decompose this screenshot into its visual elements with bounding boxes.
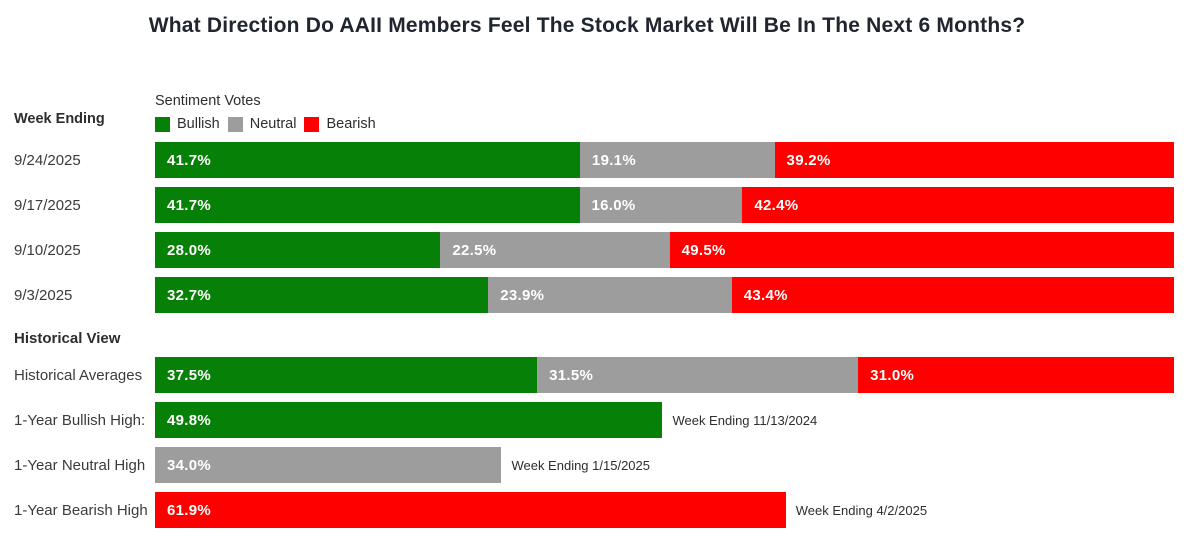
stacked-bar: 41.7% 19.1% 39.2%: [155, 142, 1174, 178]
bar-segment-bullish: 49.8%: [155, 402, 663, 438]
bar-value-label: 42.4%: [754, 196, 799, 214]
bar-segment-neutral: 23.9%: [488, 277, 732, 313]
legend: Sentiment Votes Bullish Neutral Bearish: [155, 93, 1174, 132]
row-label: 9/10/2025: [14, 241, 81, 259]
bar-value-label: 31.0%: [870, 366, 915, 384]
bar-segment-bearish: 39.2%: [774, 142, 1174, 178]
legend-item-label: Neutral: [249, 116, 297, 132]
stacked-bar: 49.8% Week Ending 11/13/2024: [155, 402, 1174, 438]
bar-value-label: 41.7%: [167, 151, 212, 169]
bar-annotation: Week Ending 1/15/2025: [511, 457, 650, 473]
row-label: 1-Year Bullish High:: [14, 411, 146, 429]
neutral-swatch-icon: [227, 116, 243, 132]
bar-segment-bullish: 32.7%: [155, 277, 489, 313]
bar-value-label: 23.9%: [500, 286, 545, 304]
chart-title: What Direction Do AAII Members Feel The …: [148, 14, 1026, 37]
bar-annotation: Week Ending 11/13/2024: [672, 412, 818, 428]
chart-row: 1-Year Neutral High 34.0% Week Ending 1/15…: [0, 447, 1174, 483]
legend-item-label: Bearish: [326, 116, 376, 132]
row-label: 9/24/2025: [14, 151, 81, 169]
chart-header: Week Ending Sentiment Votes Bullish Neutr…: [0, 93, 1174, 132]
bar-segment-neutral: 16.0%: [579, 187, 743, 223]
bar-value-label: 61.9%: [167, 501, 212, 519]
bar-segment-neutral: 19.1%: [579, 142, 775, 178]
legend-item-neutral: Neutral: [227, 116, 297, 132]
bar-segment-neutral: 22.5%: [440, 232, 670, 268]
bar-segment-bearish: 61.9%: [155, 492, 786, 528]
bar-value-label: 43.4%: [743, 286, 788, 304]
bar-value-label: 32.7%: [167, 286, 212, 304]
bar-segment-bearish: 31.0%: [858, 357, 1174, 393]
bullish-swatch-icon: [155, 116, 170, 132]
stacked-bar: 28.0% 22.5% 49.5%: [155, 232, 1174, 268]
bar-value-label: 39.2%: [786, 151, 831, 169]
row-label: Historical Averages: [14, 366, 143, 384]
bar-segment-bearish: 49.5%: [669, 232, 1174, 268]
chart-row: 1-Year Bearish High 61.9% Week Ending 4/2/…: [0, 492, 1174, 528]
legend-heading: Sentiment Votes: [155, 93, 261, 109]
bar-value-label: 41.7%: [167, 196, 212, 214]
row-label: 9/3/2025: [14, 286, 73, 304]
bearish-swatch-icon: [304, 116, 320, 132]
bar-segment-bearish: 43.4%: [731, 277, 1174, 313]
bar-value-label: 31.5%: [549, 366, 594, 384]
chart-row: 9/17/2025 41.7% 16.0% 42.4%: [0, 187, 1174, 223]
bar-value-label: 49.5%: [681, 241, 726, 259]
bar-segment-bullish: 37.5%: [155, 357, 538, 393]
bar-segment-bullish: 41.7%: [155, 142, 580, 178]
historical-rows: Historical Averages 37.5% 31.5% 31.0% 1-Year…: [0, 357, 1174, 528]
chart-row: 9/10/2025 28.0% 22.5% 49.5%: [0, 232, 1174, 268]
row-label: 1-Year Neutral High: [14, 456, 146, 474]
stacked-bar: 34.0% Week Ending 1/15/2025: [155, 447, 1174, 483]
stacked-bar: 37.5% 31.5% 31.0%: [155, 357, 1174, 393]
chart-row: 9/3/2025 32.7% 23.9% 43.4%: [0, 277, 1174, 313]
historical-view-section-label: Historical View: [14, 330, 121, 347]
chart-row: Historical Averages 37.5% 31.5% 31.0%: [0, 357, 1174, 393]
bar-value-label: 22.5%: [452, 241, 497, 259]
legend-item-label: Bullish: [177, 116, 220, 132]
stacked-bar: 61.9% Week Ending 4/2/2025: [155, 492, 1174, 528]
week-ending-section-label: Week Ending: [14, 111, 105, 127]
bar-segment-bullish: 41.7%: [155, 187, 580, 223]
bar-segment-neutral: 31.5%: [537, 357, 859, 393]
stacked-bar: 32.7% 23.9% 43.4%: [155, 277, 1174, 313]
legend-item-bearish: Bearish: [304, 116, 376, 132]
legend-item-bullish: Bullish: [155, 116, 220, 132]
chart-row: 1-Year Bullish High: 49.8% Week Ending 11/…: [0, 402, 1174, 438]
bar-segment-neutral: 34.0%: [155, 447, 502, 483]
bar-annotation: Week Ending 4/2/2025: [795, 502, 928, 518]
bar-value-label: 49.8%: [167, 411, 212, 429]
bar-value-label: 37.5%: [167, 366, 212, 384]
weekly-rows: 9/24/2025 41.7% 19.1% 39.2% 9/17/2025 41.7% 16…: [0, 142, 1174, 313]
bar-value-label: 16.0%: [591, 196, 636, 214]
bar-segment-bearish: 42.4%: [742, 187, 1174, 223]
bar-value-label: 34.0%: [167, 456, 212, 474]
row-label: 9/17/2025: [14, 196, 81, 214]
stacked-bar: 41.7% 16.0% 42.4%: [155, 187, 1174, 223]
chart-row: 9/24/2025 41.7% 19.1% 39.2%: [0, 142, 1174, 178]
bar-value-label: 28.0%: [167, 241, 212, 259]
legend-items: Bullish Neutral Bearish: [155, 116, 1174, 132]
row-label: 1-Year Bearish High: [14, 501, 148, 519]
bar-value-label: 19.1%: [591, 151, 636, 169]
bar-segment-bullish: 28.0%: [155, 232, 441, 268]
